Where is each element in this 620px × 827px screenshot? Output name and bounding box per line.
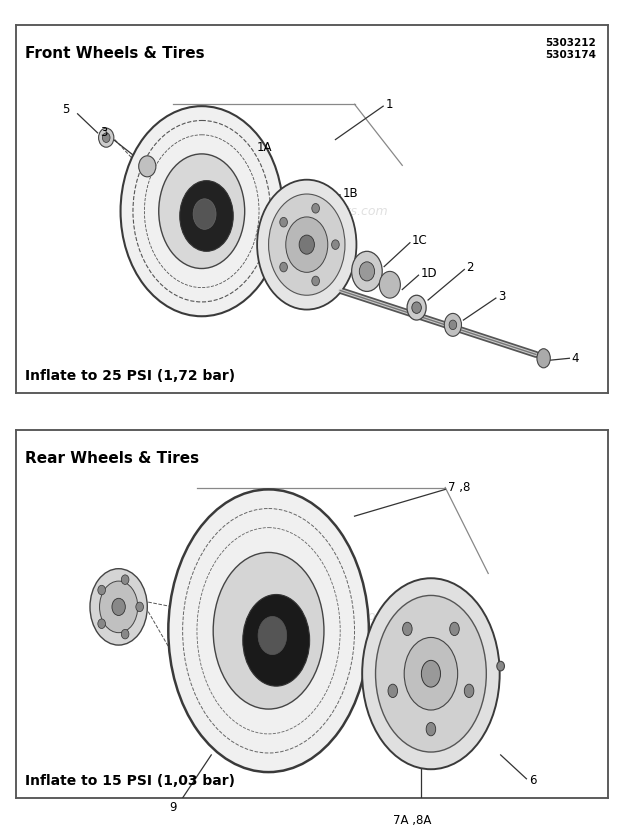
Text: 1A: 1A [257,141,273,154]
Ellipse shape [257,179,356,309]
Ellipse shape [426,723,436,736]
Ellipse shape [352,251,382,291]
Ellipse shape [258,616,286,655]
Ellipse shape [122,629,129,639]
Ellipse shape [388,684,397,697]
Ellipse shape [112,598,125,615]
Ellipse shape [159,154,245,269]
Ellipse shape [280,218,288,227]
Text: 1D: 1D [420,267,437,280]
Ellipse shape [98,586,105,595]
Text: Front Wheels & Tires: Front Wheels & Tires [25,46,205,61]
Ellipse shape [312,203,319,213]
Text: 1B: 1B [343,187,359,199]
Ellipse shape [299,235,314,254]
Ellipse shape [136,602,143,612]
Text: 2: 2 [466,261,474,274]
Ellipse shape [168,490,369,772]
Text: 5303212
5303174: 5303212 5303174 [545,38,596,60]
Text: 5: 5 [63,103,70,116]
Ellipse shape [412,302,422,313]
Ellipse shape [362,578,500,769]
Text: Rear Wheels & Tires: Rear Wheels & Tires [25,452,199,466]
Ellipse shape [449,320,457,330]
Ellipse shape [193,198,216,229]
Text: 1C: 1C [412,234,428,247]
Text: 7 ,8: 7 ,8 [448,481,471,494]
Text: 3: 3 [100,127,108,140]
Ellipse shape [180,180,233,251]
Ellipse shape [537,349,551,368]
Text: 3: 3 [498,289,505,303]
Ellipse shape [120,106,283,316]
Ellipse shape [379,271,401,298]
Ellipse shape [407,295,426,320]
Ellipse shape [376,595,486,752]
Ellipse shape [445,313,461,337]
Text: Inflate to 15 PSI (1,03 bar): Inflate to 15 PSI (1,03 bar) [25,774,235,788]
Ellipse shape [268,194,345,295]
Text: 1: 1 [386,98,394,111]
Ellipse shape [280,262,288,272]
Ellipse shape [98,619,105,629]
Ellipse shape [404,638,458,710]
Text: eReplacementParts.com: eReplacementParts.com [235,610,388,623]
Ellipse shape [213,552,324,709]
Ellipse shape [100,581,138,633]
Text: 4: 4 [571,351,579,365]
Text: 9: 9 [169,801,177,814]
Text: 6: 6 [529,774,537,787]
Ellipse shape [360,262,374,281]
Ellipse shape [286,217,328,272]
Ellipse shape [139,155,156,177]
Ellipse shape [102,133,110,142]
Ellipse shape [99,128,114,147]
Ellipse shape [243,595,309,686]
Ellipse shape [464,684,474,697]
Text: Inflate to 25 PSI (1,72 bar): Inflate to 25 PSI (1,72 bar) [25,369,235,383]
Ellipse shape [402,622,412,636]
Ellipse shape [332,240,339,250]
Ellipse shape [90,569,148,645]
Ellipse shape [122,575,129,585]
Ellipse shape [422,661,440,687]
Text: eReplacementParts.com: eReplacementParts.com [235,205,388,218]
Ellipse shape [312,276,319,286]
Text: 7A ,8A: 7A ,8A [392,814,431,827]
Ellipse shape [497,662,505,671]
Ellipse shape [450,622,459,636]
